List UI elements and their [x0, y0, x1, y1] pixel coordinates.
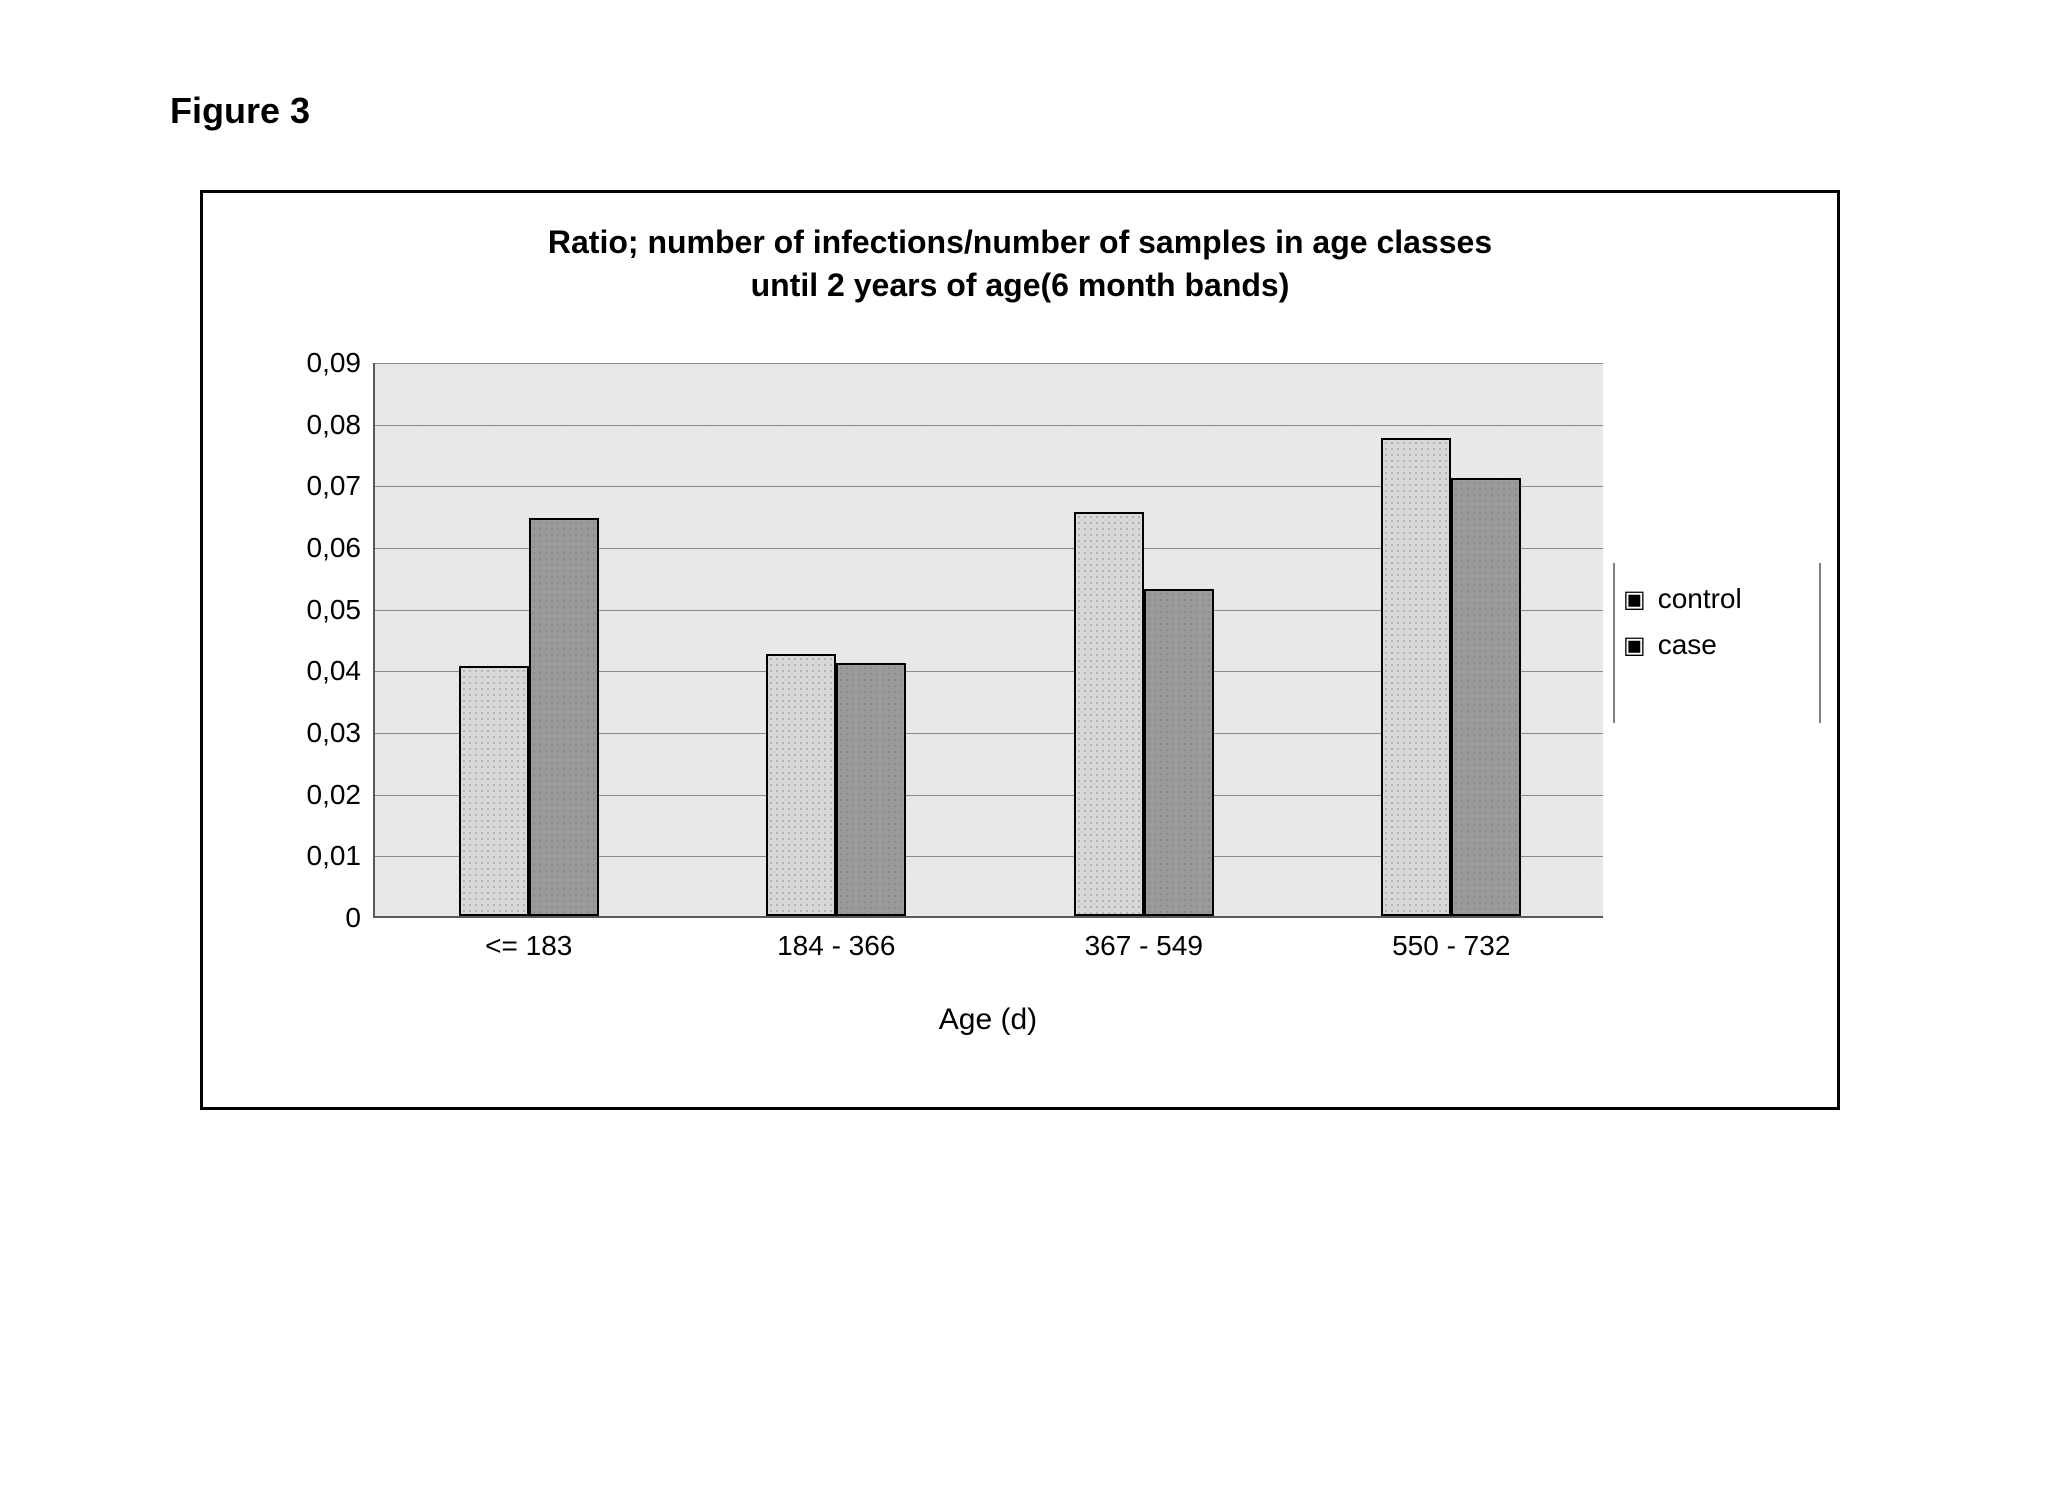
legend-item: ▣ control [1623, 583, 1813, 615]
y-tick-label: 0,04 [307, 655, 362, 687]
bar-texture [1076, 514, 1142, 914]
y-tick-label: 0 [345, 902, 361, 934]
chart-frame: Ratio; number of infections/number of sa… [200, 190, 1840, 1110]
figure-label: Figure 3 [170, 90, 310, 132]
y-tick-label: 0,09 [307, 347, 362, 379]
legend-label: case [1658, 629, 1717, 661]
x-tick-label: 184 - 366 [777, 930, 895, 962]
legend-glyph-icon: ▣ [1623, 585, 1646, 614]
legend-separator-right [1819, 563, 1821, 723]
bar-control [1074, 512, 1144, 916]
y-tick-label: 0,03 [307, 717, 362, 749]
bar-control [459, 666, 529, 916]
legend-glyph-icon: ▣ [1623, 631, 1646, 660]
bar-control [1381, 438, 1451, 916]
plot-area: 00,010,020,030,040,050,060,070,080,09<= … [373, 363, 1603, 918]
legend: ▣ control ▣ case [1623, 583, 1813, 675]
x-tick-label: <= 183 [485, 930, 572, 962]
chart-title: Ratio; number of infections/number of sa… [203, 221, 1837, 307]
bar-control [766, 654, 836, 916]
bar-case [836, 663, 906, 916]
y-tick-label: 0,01 [307, 840, 362, 872]
bar-texture [1453, 480, 1519, 914]
bar-texture [838, 665, 904, 914]
chart-title-line1: Ratio; number of infections/number of sa… [548, 224, 1492, 260]
chart-title-line2: until 2 years of age(6 month bands) [751, 267, 1290, 303]
bar-texture [1383, 440, 1449, 914]
bar-texture [1146, 591, 1212, 914]
legend-item: ▣ case [1623, 629, 1813, 661]
y-tick-label: 0,06 [307, 532, 362, 564]
x-tick-label: 550 - 732 [1392, 930, 1510, 962]
grid-line [375, 363, 1603, 364]
legend-label: control [1658, 583, 1742, 615]
y-tick-label: 0,07 [307, 470, 362, 502]
bar-case [1144, 589, 1214, 916]
bar-case [1451, 478, 1521, 916]
bar-case [529, 518, 599, 916]
bar-texture [768, 656, 834, 914]
bar-texture [461, 668, 527, 914]
y-tick-label: 0,02 [307, 779, 362, 811]
y-tick-label: 0,08 [307, 409, 362, 441]
grid-line [375, 425, 1603, 426]
bar-texture [531, 520, 597, 914]
legend-separator-left [1613, 563, 1615, 723]
y-tick-label: 0,05 [307, 594, 362, 626]
x-axis-label: Age (d) [373, 1003, 1603, 1037]
x-tick-label: 367 - 549 [1085, 930, 1203, 962]
